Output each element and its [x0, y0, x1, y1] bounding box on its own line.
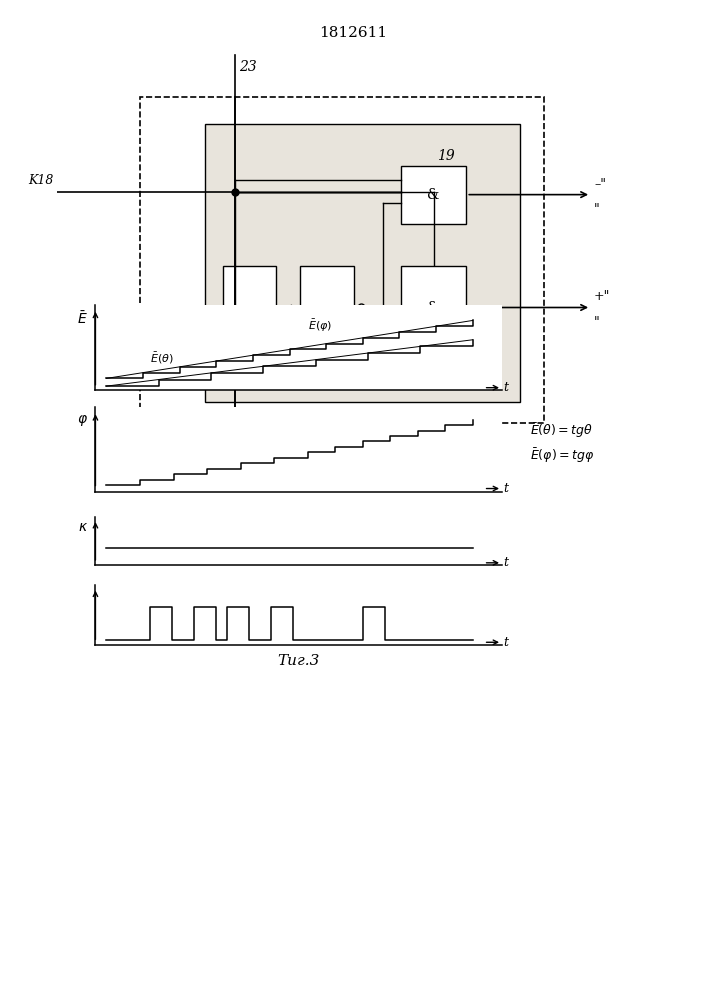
Text: –": –": [594, 177, 606, 190]
Text: ": ": [594, 203, 600, 216]
Text: t: t: [504, 482, 509, 495]
Text: &: &: [428, 300, 440, 314]
Text: &: &: [428, 188, 440, 202]
Bar: [140, 97, 544, 423]
Bar: [401, 265, 467, 350]
Text: 19: 19: [437, 149, 455, 163]
Text: $\bar{E}$: $\bar{E}$: [77, 310, 88, 327]
Bar: [300, 265, 354, 350]
Text: ": ": [594, 316, 600, 329]
Text: 1812611: 1812611: [320, 26, 387, 40]
Text: t: t: [504, 556, 509, 569]
Text: 24: 24: [217, 451, 235, 465]
Text: K18: K18: [28, 174, 54, 187]
Bar: [401, 166, 467, 224]
Text: 23: 23: [239, 60, 257, 74]
Text: $\bar{E}(\varphi)$: $\bar{E}(\varphi)$: [308, 318, 332, 334]
Text: t: t: [504, 381, 509, 394]
Text: $\kappa$: $\kappa$: [78, 520, 88, 534]
Text: $\bar{E}(\theta)=tg\theta$: $\bar{E}(\theta)=tg\theta$: [530, 421, 593, 440]
Text: $\bar{E}(\theta)$: $\bar{E}(\theta)$: [151, 351, 174, 366]
Bar: [205, 124, 520, 402]
Text: t: t: [504, 636, 509, 649]
Text: $\bar{E}(\varphi)=tg\varphi$: $\bar{E}(\varphi)=tg\varphi$: [530, 446, 595, 465]
Text: $\varphi$: $\varphi$: [77, 413, 88, 428]
Text: Τиг.3: Τиг.3: [278, 654, 320, 668]
Bar: [223, 265, 276, 350]
Text: Τиг. 2: Τиг. 2: [360, 480, 407, 494]
Text: +": +": [594, 290, 610, 303]
